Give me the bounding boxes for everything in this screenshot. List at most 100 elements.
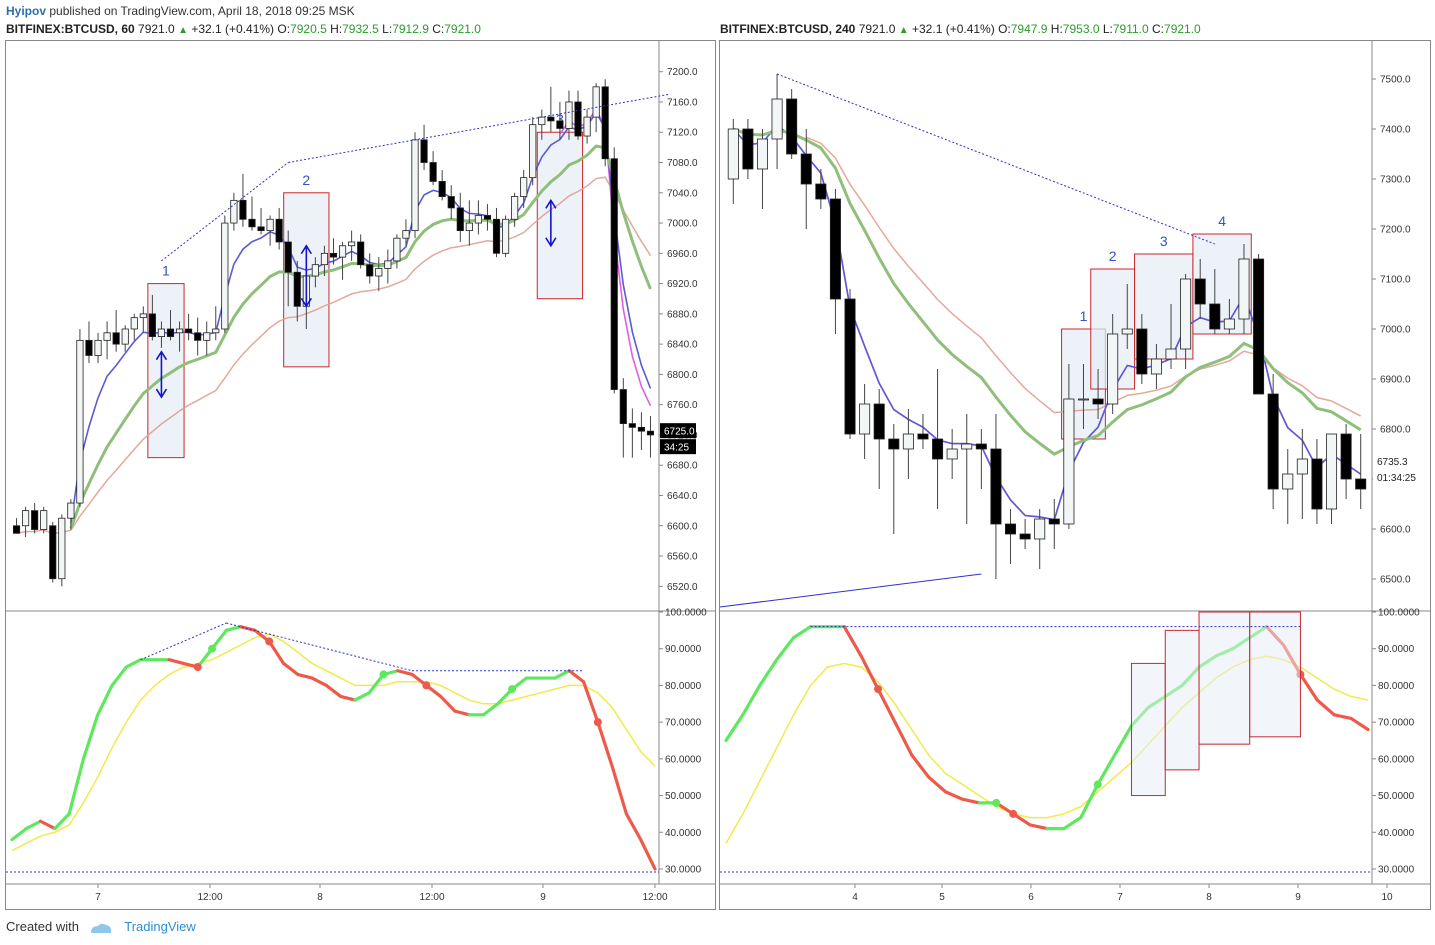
chart-svg-60[interactable]: 6520.06560.06600.06640.06680.06720.06760… [6, 41, 715, 909]
bull-candle [58, 517, 66, 580]
bull-candle [266, 218, 274, 232]
bear-candle [742, 128, 754, 170]
osc-up-segment [758, 658, 779, 688]
bear-candle [194, 332, 202, 341]
bull-candle [1282, 473, 1294, 490]
arrow-head-up [545, 198, 557, 209]
osc-down-segment [876, 687, 897, 724]
bull-candle [520, 177, 528, 197]
osc-down-segment [567, 669, 586, 684]
osc-down-segment [439, 694, 457, 713]
osc-down-segment [296, 672, 314, 680]
cross-dot [593, 718, 602, 727]
osc-up-segment [10, 827, 28, 842]
bull-candle [592, 86, 600, 118]
osc-tick-label: 60.0000 [1378, 754, 1415, 765]
legend-low: 7911.0 [1112, 22, 1149, 36]
bull-candle [320, 252, 329, 266]
price-tick-label: 6680.0 [667, 461, 698, 472]
legend-last: 7921.0 [138, 22, 175, 36]
bull-candle [771, 98, 783, 140]
bull-candle [130, 317, 138, 330]
bear-candle [844, 298, 856, 435]
legend-l-label: L: [382, 22, 393, 36]
bull-candle [402, 230, 410, 239]
bull-candle [465, 222, 473, 232]
bull-candle [103, 332, 111, 341]
bull-candle [175, 328, 184, 334]
bull-candle [384, 260, 392, 269]
box-number-label: 2 [302, 172, 310, 188]
arrow-head-down [300, 297, 313, 308]
bull-candle [583, 116, 591, 137]
osc-down-segment [310, 676, 328, 688]
price-tick-label: 6760.0 [667, 400, 698, 411]
bull-candle [139, 313, 147, 319]
osc-up-segment [53, 812, 71, 831]
legend-symbol[interactable]: BITFINEX:BTCUSD, 240 [720, 22, 856, 36]
bear-candle [31, 510, 39, 530]
author-link[interactable]: Hyipov [6, 4, 47, 18]
price-tick-label: 6500.0 [1380, 575, 1411, 586]
cross-dot [1009, 809, 1018, 818]
osc-tick-label: 80.0000 [665, 681, 702, 692]
legend-change: +32.1 (+0.41%) [191, 22, 275, 36]
cross-dot [1093, 780, 1102, 789]
price-axis: 6520.06560.06600.06640.06680.06720.06760… [95, 67, 707, 903]
osc-down-segment [596, 720, 614, 768]
bear-candle [1019, 533, 1031, 540]
osc-up-segment [224, 625, 243, 632]
price-tick-label: 7000.0 [1380, 325, 1411, 336]
bull-candle [511, 196, 519, 220]
osc-up-segment [741, 683, 762, 717]
bear-candle [1311, 458, 1323, 510]
trend-line [161, 162, 289, 262]
time-tick-label: 7 [95, 892, 101, 903]
osc-down-segment [944, 790, 965, 801]
price-tick-label: 7400.0 [1380, 125, 1411, 136]
osc-down-segment [639, 838, 657, 871]
osc-up-segment [1079, 782, 1100, 820]
chart-panel-240[interactable]: 6500.06600.06700.06800.06900.07000.07100… [719, 40, 1431, 910]
chart-svg-240[interactable]: 6500.06600.06700.06800.06900.07000.07100… [720, 41, 1430, 909]
price-tick-label: 7080.0 [667, 158, 698, 169]
bear-candle [800, 153, 812, 185]
ema-fast-line [732, 124, 1362, 521]
bear-candle [456, 207, 464, 232]
bull-candle [529, 124, 537, 179]
osc-tick-label: 60.0000 [665, 754, 702, 765]
bear-candle [556, 120, 564, 129]
osc-up-segment [775, 636, 796, 662]
bear-candle [248, 218, 256, 228]
bear-candle [932, 438, 944, 460]
bull-candle [348, 241, 356, 247]
footer-created: Created with [6, 919, 79, 934]
ema-slow-line [732, 127, 1362, 456]
bull-candle [40, 510, 48, 530]
osc-down-segment [842, 625, 863, 658]
time-tick-label: 12:00 [642, 892, 667, 903]
legend-h-label: H: [330, 22, 343, 36]
legend-symbol[interactable]: BITFINEX:BTCUSD, 60 [6, 22, 135, 36]
price-tick-label: 7200.0 [667, 67, 698, 78]
bull-candle [946, 448, 958, 460]
tradingview-link[interactable]: TradingView [124, 919, 196, 934]
price-tick-label: 7000.0 [667, 219, 698, 230]
osc-down-segment [281, 661, 300, 677]
chart-panel-60[interactable]: 6520.06560.06600.06640.06680.06720.06760… [5, 40, 716, 910]
osc-up-segment [791, 625, 813, 640]
bear-candle [829, 198, 841, 300]
trend-line [720, 573, 982, 608]
bear-candle [85, 339, 93, 356]
publish-info: published on TradingView.com, April 18, … [49, 4, 355, 18]
osc-down-segment [324, 683, 343, 699]
osc-up-segment [553, 669, 571, 680]
bear-candle [357, 241, 365, 266]
osc-down-segment [610, 764, 629, 816]
bear-candle [1092, 398, 1104, 405]
osc-signal-box [1164, 629, 1200, 771]
trend-line [288, 93, 669, 164]
osc-down-segment [624, 812, 643, 842]
osc-down-segment [1315, 698, 1336, 717]
bull-candle [1326, 433, 1338, 510]
